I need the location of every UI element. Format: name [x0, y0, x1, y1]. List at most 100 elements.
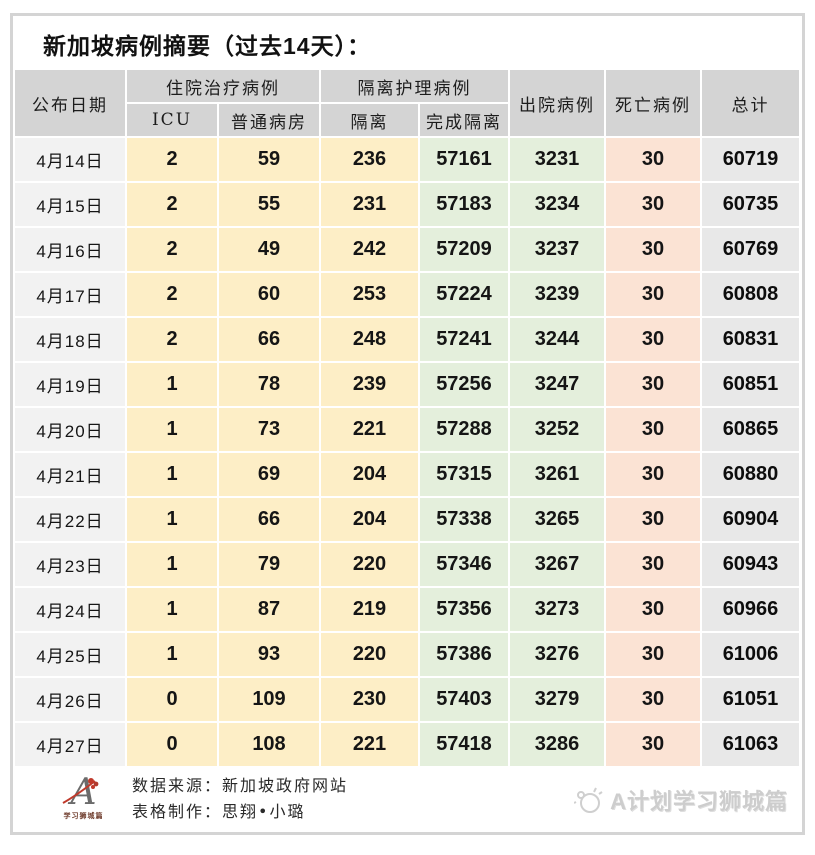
isolation-completed-cell: 57346 — [420, 543, 508, 586]
header-isolation-completed: 完成隔离 — [420, 104, 508, 136]
isolation-completed-cell: 57209 — [420, 228, 508, 271]
deaths-cell: 30 — [606, 273, 700, 316]
icu-cell: 1 — [127, 498, 217, 541]
isolation-completed-cell: 57403 — [420, 678, 508, 721]
isolation-cell: 230 — [321, 678, 418, 721]
date-cell: 4月24日 — [15, 588, 125, 631]
icu-cell: 2 — [127, 228, 217, 271]
icu-cell: 1 — [127, 453, 217, 496]
deaths-cell: 30 — [606, 408, 700, 451]
title-band: 新加坡病例摘要（过去14天）： — [13, 16, 802, 68]
discharged-cell: 3276 — [510, 633, 604, 676]
deaths-cell: 30 — [606, 318, 700, 361]
header-isolation-group: 隔离护理病例 — [321, 70, 508, 102]
header-total: 总计 — [702, 70, 799, 136]
isolation-cell: 204 — [321, 453, 418, 496]
general-ward-cell: 78 — [219, 363, 319, 406]
date-cell: 4月18日 — [15, 318, 125, 361]
deaths-cell: 30 — [606, 183, 700, 226]
general-ward-cell: 109 — [219, 678, 319, 721]
deaths-cell: 30 — [606, 543, 700, 586]
deaths-cell: 30 — [606, 498, 700, 541]
isolation-completed-cell: 57256 — [420, 363, 508, 406]
table-row: 4月19日 1 78 239 57256 3247 30 60851 — [15, 363, 799, 406]
total-cell: 60966 — [702, 588, 799, 631]
icu-cell: 1 — [127, 588, 217, 631]
deaths-cell: 30 — [606, 678, 700, 721]
icu-cell: 2 — [127, 183, 217, 226]
footer: A 学习狮城篇 数据来源：新加坡政府网站 表格制作：思翔•小璐 A计划学习狮城篇 — [13, 766, 802, 832]
general-ward-cell: 59 — [219, 138, 319, 181]
logo-caption: 学习狮城篇 — [63, 812, 104, 820]
discharged-cell: 3279 — [510, 678, 604, 721]
total-cell: 61006 — [702, 633, 799, 676]
table-row: 4月23日 1 79 220 57346 3267 30 60943 — [15, 543, 799, 586]
general-ward-cell: 93 — [219, 633, 319, 676]
icu-cell: 1 — [127, 363, 217, 406]
isolation-cell: 220 — [321, 543, 418, 586]
page-title: 新加坡病例摘要（过去14天）： — [43, 33, 372, 59]
total-cell: 60865 — [702, 408, 799, 451]
isolation-cell: 204 — [321, 498, 418, 541]
isolation-completed-cell: 57288 — [420, 408, 508, 451]
watermark-text: A计划学习狮城篇 — [610, 789, 788, 814]
isolation-cell: 248 — [321, 318, 418, 361]
total-cell: 60735 — [702, 183, 799, 226]
icu-cell: 2 — [127, 318, 217, 361]
table-row: 4月27日 0 108 221 57418 3286 30 61063 — [15, 723, 799, 766]
isolation-cell: 236 — [321, 138, 418, 181]
header-date: 公布日期 — [15, 70, 125, 136]
discharged-cell: 3267 — [510, 543, 604, 586]
date-cell: 4月22日 — [15, 498, 125, 541]
deaths-cell: 30 — [606, 588, 700, 631]
isolation-completed-cell: 57356 — [420, 588, 508, 631]
discharged-cell: 3247 — [510, 363, 604, 406]
isolation-cell: 242 — [321, 228, 418, 271]
isolation-completed-cell: 57161 — [420, 138, 508, 181]
table-row: 4月14日 2 59 236 57161 3231 30 60719 — [15, 138, 799, 181]
general-ward-cell: 55 — [219, 183, 319, 226]
date-cell: 4月16日 — [15, 228, 125, 271]
logo: A 学习狮城篇 — [41, 775, 126, 820]
date-cell: 4月17日 — [15, 273, 125, 316]
total-cell: 60831 — [702, 318, 799, 361]
date-cell: 4月23日 — [15, 543, 125, 586]
data-source-line: 数据来源：新加坡政府网站 — [132, 776, 349, 796]
icu-cell: 1 — [127, 408, 217, 451]
header-isolation: 隔离 — [321, 104, 418, 136]
total-cell: 60943 — [702, 543, 799, 586]
discharged-cell: 3265 — [510, 498, 604, 541]
discharged-cell: 3231 — [510, 138, 604, 181]
table-body: 4月14日 2 59 236 57161 3231 30 60719 4月15日 2 55 231 57… — [15, 138, 799, 766]
total-cell: 60851 — [702, 363, 799, 406]
total-cell: 60719 — [702, 138, 799, 181]
date-cell: 4月26日 — [15, 678, 125, 721]
isolation-cell: 220 — [321, 633, 418, 676]
isolation-cell: 253 — [321, 273, 418, 316]
deaths-cell: 30 — [606, 633, 700, 676]
total-cell: 60904 — [702, 498, 799, 541]
table-row: 4月20日 1 73 221 57288 3252 30 60865 — [15, 408, 799, 451]
discharged-cell: 3244 — [510, 318, 604, 361]
discharged-cell: 3286 — [510, 723, 604, 766]
table-row: 4月18日 2 66 248 57241 3244 30 60831 — [15, 318, 799, 361]
deaths-cell: 30 — [606, 723, 700, 766]
general-ward-cell: 108 — [219, 723, 319, 766]
icu-cell: 0 — [127, 723, 217, 766]
discharged-cell: 3273 — [510, 588, 604, 631]
discharged-cell: 3261 — [510, 453, 604, 496]
table-row: 4月24日 1 87 219 57356 3273 30 60966 — [15, 588, 799, 631]
general-ward-cell: 60 — [219, 273, 319, 316]
table-header: 公布日期 住院治疗病例 隔离护理病例 出院病例 死亡病例 总计 ICU 普通病房… — [15, 70, 799, 136]
isolation-completed-cell: 57241 — [420, 318, 508, 361]
discharged-cell: 3239 — [510, 273, 604, 316]
total-cell: 60769 — [702, 228, 799, 271]
icu-cell: 1 — [127, 543, 217, 586]
credits: 数据来源：新加坡政府网站 表格制作：思翔•小璐 — [132, 773, 348, 824]
case-summary-table: 公布日期 住院治疗病例 隔离护理病例 出院病例 死亡病例 总计 ICU 普通病房… — [13, 68, 801, 768]
general-ward-cell: 87 — [219, 588, 319, 631]
date-cell: 4月21日 — [15, 453, 125, 496]
watermark: A计划学习狮城篇 — [574, 784, 788, 816]
date-cell: 4月20日 — [15, 408, 125, 451]
header-discharged: 出院病例 — [510, 70, 604, 136]
